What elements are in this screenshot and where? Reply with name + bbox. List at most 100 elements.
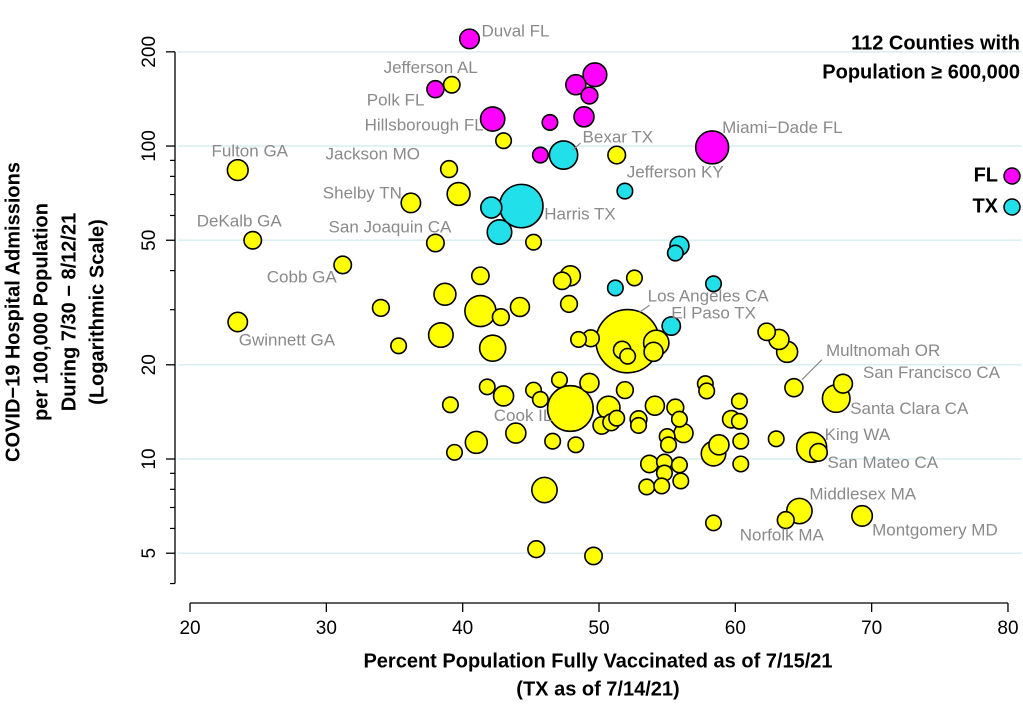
y-tick-label: 100 <box>139 130 160 162</box>
bubble <box>639 454 659 474</box>
bubble <box>694 130 730 165</box>
bubble <box>670 410 688 428</box>
bubble <box>757 322 777 342</box>
bubble <box>580 86 599 105</box>
bubble <box>433 282 457 307</box>
bubble <box>582 62 608 88</box>
y-tick-label: 5 <box>139 548 160 559</box>
leader-line <box>572 142 581 151</box>
x-axis-title: Percent Population Fully Vaccinated as o… <box>363 650 832 672</box>
point-label: Duval FL <box>481 21 549 40</box>
bubble <box>426 79 445 99</box>
bubble <box>559 294 579 314</box>
bubble <box>531 476 558 504</box>
bubble <box>544 432 562 450</box>
bubble <box>425 233 445 253</box>
bubble <box>708 434 730 456</box>
bubble <box>441 396 459 414</box>
bubble <box>851 504 874 527</box>
bubble <box>478 334 507 363</box>
bubble <box>615 380 635 400</box>
point-label: Jackson MO <box>326 145 420 164</box>
bubble <box>653 477 671 495</box>
bubble <box>730 412 748 430</box>
bubble <box>492 385 515 407</box>
bubble <box>446 181 471 207</box>
point-label: Norfolk MA <box>740 526 825 545</box>
x-tick-label: 50 <box>588 618 609 639</box>
bubble <box>666 244 684 262</box>
point-label: San Mateo CA <box>827 453 938 472</box>
bubble <box>333 255 353 275</box>
bubble <box>464 430 489 455</box>
bubble <box>480 196 503 219</box>
bubble <box>243 230 263 250</box>
bubble <box>619 347 637 365</box>
point-label: Cook IL <box>494 406 553 425</box>
bubble <box>732 455 750 473</box>
x-tick-label: 80 <box>997 618 1018 639</box>
bubble <box>784 377 804 398</box>
bubble <box>552 271 572 291</box>
legend-swatch <box>1003 167 1021 185</box>
bubble <box>226 158 249 182</box>
point-label: San Joaquin CA <box>329 217 453 236</box>
bubble <box>776 510 795 530</box>
bubble <box>698 382 716 400</box>
bubble <box>470 266 490 286</box>
bubble <box>832 373 854 394</box>
point-label: Hillsborough FL <box>365 115 484 134</box>
bubble <box>390 337 408 355</box>
bubble <box>730 392 748 410</box>
bubble <box>579 372 600 394</box>
point-label: Polk FL <box>367 91 425 110</box>
bubble <box>509 296 531 318</box>
point-label: Los Angeles CA <box>648 287 770 306</box>
point-label: Bexar TX <box>583 128 654 147</box>
bubble <box>607 145 627 165</box>
bubble <box>531 146 549 164</box>
bubble <box>672 472 690 490</box>
point-label: Montgomery MD <box>872 520 998 539</box>
y-axis-title: (Logarithmic Scale) <box>86 219 108 405</box>
x-tick-label: 60 <box>725 618 746 639</box>
bubble <box>670 456 688 474</box>
bubble <box>643 341 664 363</box>
bubble <box>550 371 569 389</box>
point-label: Cobb GA <box>267 267 338 286</box>
bubble <box>427 321 454 349</box>
bubble <box>732 432 750 450</box>
bubble <box>400 192 422 214</box>
bubble <box>661 316 682 336</box>
leader-line <box>639 304 650 313</box>
bubble <box>625 269 643 287</box>
bubble <box>567 436 585 454</box>
chart-title: 112 Counties with <box>851 32 1020 54</box>
bubble <box>527 540 546 559</box>
bubble <box>584 546 604 566</box>
point-label: Jefferson KY <box>627 163 724 182</box>
x-tick-label: 30 <box>316 618 337 639</box>
point-label: King WA <box>825 425 891 444</box>
bubble <box>371 298 391 318</box>
bubble <box>478 378 496 396</box>
point-label: El Paso TX <box>671 304 756 323</box>
point-label: Middlesex MA <box>809 485 916 504</box>
bubble <box>531 390 549 408</box>
bubble <box>442 75 461 94</box>
point-label: Jefferson AL <box>384 58 478 77</box>
leader-line <box>801 359 823 381</box>
bubble <box>638 478 656 496</box>
bubble <box>629 416 648 435</box>
bubble <box>439 159 459 179</box>
bubble <box>570 330 588 348</box>
bubble <box>546 384 594 433</box>
point-label: Santa Clara CA <box>850 399 969 418</box>
bubble <box>227 311 249 333</box>
legend-label: FL <box>974 164 998 186</box>
x-axis-title: (TX as of 7/14/21) <box>516 678 679 700</box>
y-tick-label: 20 <box>139 354 160 375</box>
bubble <box>659 436 678 454</box>
x-tick-label: 70 <box>861 618 882 639</box>
